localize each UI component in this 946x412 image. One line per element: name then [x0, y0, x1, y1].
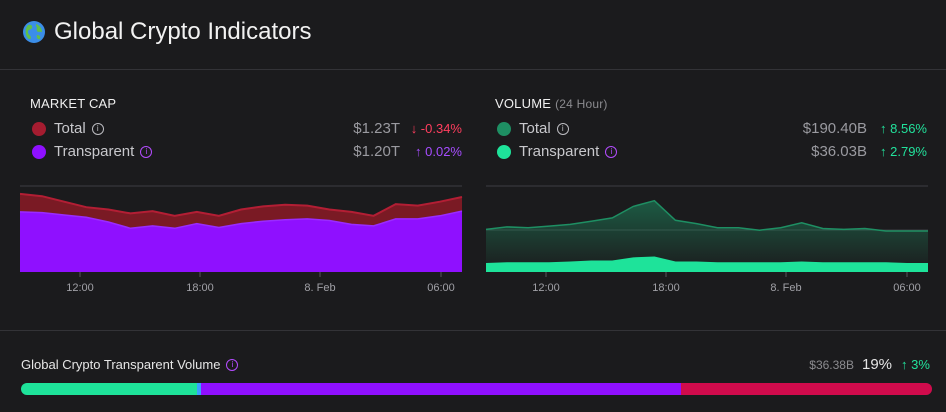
transparent-volume-label: Global Crypto Transparent Volume i: [21, 357, 239, 372]
info-icon[interactable]: i: [605, 146, 618, 158]
transparent-legend-dot: [497, 145, 511, 159]
volume-transparent-row: Transparent i $36.03B ↑ 2.79%: [497, 143, 929, 163]
x-tick-label: 12:00: [66, 282, 94, 294]
series-area-transparent: [486, 257, 928, 272]
x-tick-label: 06:00: [427, 282, 455, 294]
series-line-total: [486, 199, 928, 232]
market-cap-chart: 12:00 18:00 8. Feb 06:00: [20, 185, 463, 294]
volume-total-value: $190.40B: [802, 120, 867, 137]
transparent-volume-percent: 19%: [862, 356, 893, 373]
info-icon[interactable]: i: [226, 359, 239, 371]
share-bar-segment: [196, 383, 202, 395]
volume-transparent-change: ↑ 2.79%: [880, 144, 927, 159]
volume-transparent-value: $36.03B: [811, 143, 867, 160]
x-tick-label: 12:00: [532, 282, 560, 294]
transparent-volume-change: ↑ 3%: [901, 357, 930, 372]
market-cap-title: MARKET CAP: [30, 96, 117, 111]
transparent-label: Transparent: [519, 143, 600, 160]
volume-chart: 12:00 18:00 8. Feb 06:00: [486, 185, 928, 294]
market-cap-total-value: $1.23T: [353, 120, 400, 137]
volume-total-row: Total i $190.40B ↑ 8.56%: [497, 120, 929, 140]
x-tick-label: 18:00: [652, 282, 680, 294]
market-cap-total-row: Total i $1.23T ↓ -0.34%: [32, 120, 464, 140]
x-tick-label: 06:00: [893, 282, 921, 294]
series-line-transparent: [486, 256, 928, 265]
volume-share-bar: [21, 383, 932, 395]
volume-total-change: ↑ 8.56%: [880, 121, 927, 136]
market-cap-total-change: ↓ -0.34%: [410, 121, 462, 136]
total-legend-dot: [497, 122, 511, 136]
transparent-label: Transparent: [54, 143, 135, 160]
page-title: Global Crypto Indicators: [54, 18, 312, 45]
series-area-transparent: [20, 211, 462, 272]
series-area-total: [486, 200, 928, 272]
section-divider: [0, 330, 946, 331]
info-icon[interactable]: i: [556, 123, 569, 135]
series-line-total: [20, 192, 463, 217]
globe-icon: [23, 21, 45, 43]
volume-subtitle: (24 Hour): [555, 97, 608, 111]
total-label: Total: [54, 120, 86, 137]
transparent-legend-dot: [32, 145, 46, 159]
volume-title: VOLUME (24 Hour): [495, 96, 608, 111]
share-bar-segment: [21, 383, 197, 395]
market-cap-transparent-value: $1.20T: [353, 143, 400, 160]
transparent-volume-amount: $36.38B: [809, 358, 854, 372]
total-legend-dot: [32, 122, 46, 136]
header: Global Crypto Indicators: [0, 0, 946, 70]
share-bar-segment: [201, 383, 681, 395]
total-label: Total: [519, 120, 551, 137]
market-cap-transparent-change: ↑ 0.02%: [415, 144, 462, 159]
market-cap-transparent-row: Transparent i $1.20T ↑ 0.02%: [32, 143, 464, 163]
x-tick-label: 8. Feb: [304, 282, 335, 294]
share-bar-segment: [680, 383, 932, 395]
info-icon[interactable]: i: [140, 146, 153, 158]
info-icon[interactable]: i: [91, 123, 104, 135]
x-tick-label: 18:00: [186, 282, 214, 294]
x-tick-label: 8. Feb: [770, 282, 801, 294]
series-line-transparent: [20, 210, 463, 230]
